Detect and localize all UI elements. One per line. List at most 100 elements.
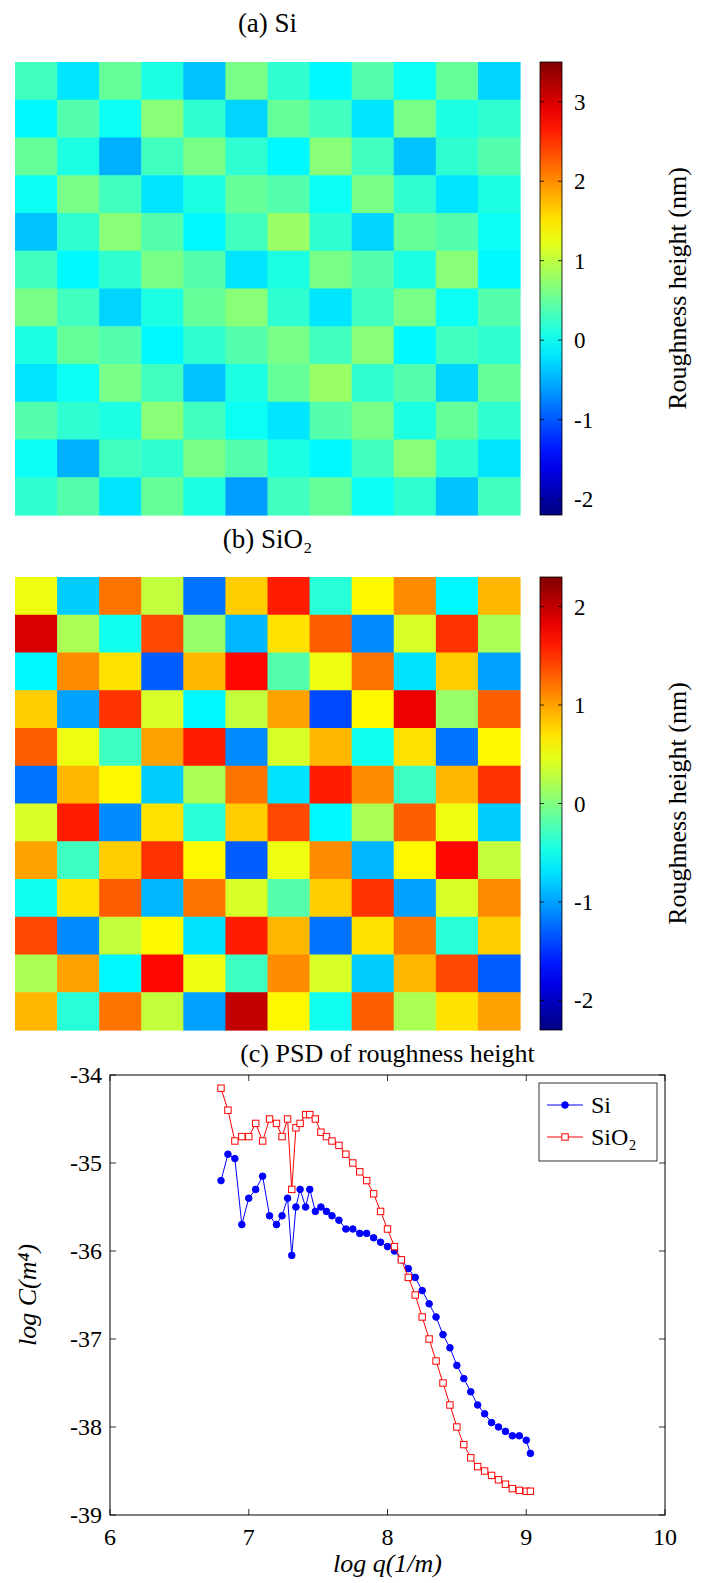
x-tick <box>387 1509 388 1515</box>
colorbar-label: Roughness height (nm) <box>663 682 692 925</box>
heat-cell <box>394 615 437 653</box>
heat-cell <box>268 653 311 691</box>
heat-cell <box>352 615 395 653</box>
heat-cell <box>310 917 353 955</box>
heat-cell <box>478 690 521 728</box>
colorbar-tick <box>558 803 562 804</box>
heat-cell <box>225 364 268 402</box>
heat-cell <box>268 138 311 176</box>
marker <box>273 1120 279 1126</box>
heat-cell <box>268 62 311 100</box>
heat-cell <box>268 615 311 653</box>
heat-cell <box>352 326 395 364</box>
x-tick-label: 6 <box>104 1524 116 1550</box>
heat-cell <box>99 326 142 364</box>
heat-cell <box>141 100 184 138</box>
heat-cell <box>99 804 142 842</box>
colorbar-tick <box>558 340 562 341</box>
heat-cell <box>99 289 142 327</box>
heat-cell <box>57 100 100 138</box>
heat-cell <box>57 175 100 213</box>
marker <box>350 1160 356 1166</box>
heat-cell <box>268 326 311 364</box>
x-axis-title: log q(1/m) <box>333 1549 442 1578</box>
heat-cell <box>310 728 353 766</box>
heat-cell <box>394 879 437 917</box>
colorbar-tick <box>540 499 544 500</box>
heat-cell <box>436 955 479 993</box>
heat-cell <box>141 615 184 653</box>
heat-cell <box>141 326 184 364</box>
marker <box>454 1424 460 1430</box>
series-line <box>221 1088 530 1491</box>
heat-cell <box>436 289 479 327</box>
heat-cell <box>268 402 311 440</box>
heat-cell <box>57 992 100 1030</box>
heat-cell <box>310 251 353 289</box>
heat-cell <box>15 251 58 289</box>
heat-cell <box>99 728 142 766</box>
y-tick-label: -35 <box>70 1150 102 1176</box>
heat-cell <box>268 577 311 615</box>
heat-cell <box>15 402 58 440</box>
heat-cell <box>268 766 311 804</box>
heat-cell <box>352 577 395 615</box>
heat-cell <box>99 955 142 993</box>
heat-cell <box>310 138 353 176</box>
marker <box>426 1301 433 1308</box>
heat-cell <box>478 100 521 138</box>
heat-cell <box>310 289 353 327</box>
marker <box>502 1428 509 1435</box>
heat-cell <box>352 402 395 440</box>
colorbar <box>540 577 562 1030</box>
heat-cell <box>478 653 521 691</box>
heat-cell <box>183 577 226 615</box>
heat-cell <box>268 992 311 1030</box>
heat-cell <box>268 213 311 251</box>
marker <box>412 1292 418 1298</box>
marker <box>302 1204 309 1211</box>
marker <box>468 1455 474 1461</box>
heat-cell <box>268 289 311 327</box>
heat-cell <box>394 289 437 327</box>
marker <box>357 1169 363 1175</box>
y-tick <box>659 1427 665 1428</box>
heat-cell <box>436 138 479 176</box>
heat-cell <box>268 251 311 289</box>
heat-cell <box>99 62 142 100</box>
y-tick-label: -38 <box>70 1414 102 1440</box>
colorbar-tick-label: 1 <box>574 693 586 718</box>
heat-cell <box>225 992 268 1030</box>
heat-cell <box>352 992 395 1030</box>
y-tick-label: -36 <box>70 1238 102 1264</box>
heat-cell <box>15 615 58 653</box>
heat-cell <box>268 690 311 728</box>
heat-cell <box>183 804 226 842</box>
marker <box>297 1186 304 1193</box>
heat-cell <box>436 992 479 1030</box>
heat-cell <box>394 690 437 728</box>
heat-cell <box>268 440 311 478</box>
marker <box>474 1463 480 1469</box>
legend-label: Si <box>591 1092 611 1118</box>
heat-cell <box>268 841 311 879</box>
heat-cell <box>310 440 353 478</box>
heat-cell <box>57 402 100 440</box>
marker <box>384 1226 390 1232</box>
marker <box>419 1314 425 1320</box>
marker <box>329 1213 336 1220</box>
heat-cell <box>478 615 521 653</box>
marker <box>232 1155 239 1162</box>
marker <box>481 1468 487 1474</box>
heat-cell <box>352 440 395 478</box>
heat-cell <box>268 364 311 402</box>
heat-cell <box>225 213 268 251</box>
x-tick <box>387 1075 388 1081</box>
heat-cell <box>99 477 142 515</box>
heat-cell <box>436 251 479 289</box>
heat-cell <box>57 804 100 842</box>
heat-cell <box>310 804 353 842</box>
colorbar-tick <box>540 101 544 102</box>
x-tick-label: 7 <box>243 1524 255 1550</box>
heat-cell <box>310 615 353 653</box>
